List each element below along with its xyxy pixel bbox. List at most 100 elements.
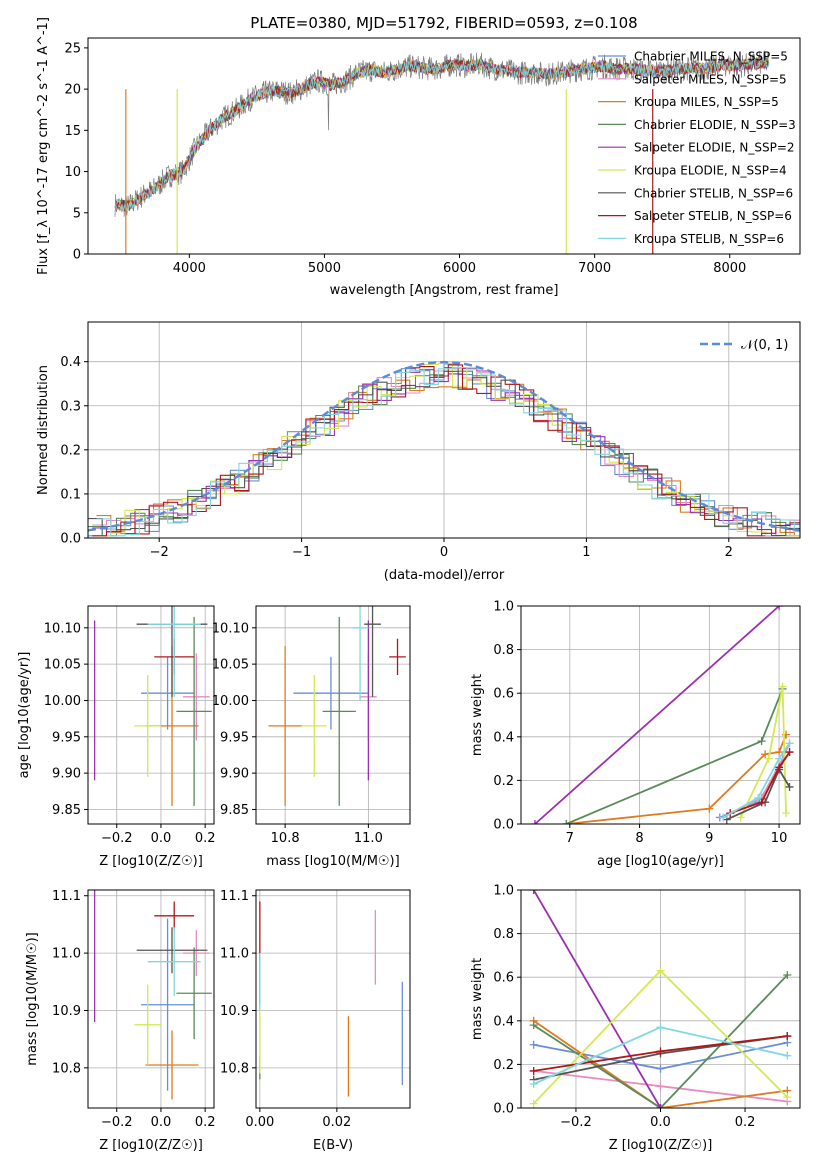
x-tick-label: −1 (292, 545, 311, 560)
spectrum-y-label: Flux [f_λ 10^-17 erg cm^-2 s^-1 A^-1] (36, 17, 51, 275)
weight-vs-age-panel-y-label: mass weight (470, 674, 485, 756)
residual-histogram (92, 368, 800, 537)
y-tick-label: 10.9 (52, 1004, 81, 1019)
y-tick-label: 9.95 (220, 730, 249, 745)
y-tick-label: 0.8 (493, 927, 514, 942)
axes-frame (87, 321, 801, 539)
y-tick-label: 9.85 (220, 803, 249, 818)
age-vs-metallicity-panel: −0.2 0.0 0.2 9.85 9.90 9.95 10.00 10.05 10.10 Z [… (17, 605, 216, 869)
y-tick-label: 0.0 (493, 1102, 514, 1117)
legend-label: Salpeter ELODIE, N_SSP=2 (634, 141, 795, 155)
age-vs-mass-panel-x-label: mass [log10(M/M☉)] (266, 854, 399, 869)
weight-point-marker (656, 1047, 665, 1056)
mass-vs-metallicity-panel-plot-area (93, 890, 212, 1100)
weight-point-marker (785, 748, 794, 757)
residual-panel: −2 −1 0 1 2 0.0 0.1 0.2 0.3 0.4 𝒩(0, 1) (data-model… (36, 321, 801, 583)
y-tick-label: 0.8 (493, 643, 514, 658)
mass-vs-ebv-panel-plot-area (259, 901, 403, 1097)
y-tick-label: 9.85 (52, 803, 81, 818)
y-tick-label: 0.4 (493, 1014, 514, 1029)
age-vs-metallicity-panel-y-label: age [log10(age/yr)] (17, 652, 32, 779)
legend-label: Kroupa MILES, N_SSP=5 (634, 95, 779, 109)
age-vs-mass-panel-plot-area (268, 606, 406, 806)
axes-frame (87, 37, 801, 255)
y-tick-label: 11.0 (52, 947, 81, 962)
residual-histogram (92, 364, 800, 537)
weight-point-marker (775, 606, 784, 610)
x-tick-label: 8 (635, 831, 643, 846)
residual-histogram (96, 367, 800, 537)
y-tick-label: 9.90 (52, 767, 81, 782)
weight-point-marker (757, 737, 766, 746)
weight-point-marker (529, 1021, 538, 1030)
y-tick-label: 10.05 (44, 658, 81, 673)
weight-vs-age-panel: 7 8 9 10 0.0 0.2 0.4 0.6 0.8 1.0 age [log10(age/yr… (470, 600, 801, 869)
mass-vs-ebv-panel-x-label: E(B-V) (313, 1138, 353, 1153)
legend-label: Kroupa STELIB, N_SSP=6 (634, 232, 784, 246)
y-tick-label: 0.4 (60, 355, 81, 370)
y-tick-label: 10.9 (220, 1004, 249, 1019)
y-tick-label: 11.1 (220, 889, 249, 904)
y-tick-label: 9.90 (220, 767, 249, 782)
axes-frame (520, 605, 801, 825)
mass-vs-ebv-panel: 0.00 0.02 10.8 10.9 11.0 11.1 E(B-V) (220, 889, 411, 1153)
age-vs-metallicity-panel-x-label: Z [log10(Z/Z☉)] (99, 854, 203, 869)
spectrum-x-label: wavelength [Angstrom, rest frame] (330, 283, 559, 298)
x-tick-label: 9 (705, 831, 713, 846)
weight-point-marker (778, 682, 787, 691)
legend-label: Kroupa ELODIE, N_SSP=4 (634, 164, 787, 178)
weight-point-marker (783, 1032, 792, 1041)
x-tick-label: −0.2 (101, 1115, 133, 1130)
spectrum-panel: 4000 5000 6000 7000 8000 0 5 10 15 20 25 PLATE=0380… (36, 14, 801, 298)
y-tick-label: 1.0 (493, 884, 514, 899)
normal-curve (88, 360, 800, 532)
y-tick-label: 0.2 (60, 443, 81, 458)
weight-point-marker (705, 804, 714, 813)
x-tick-label: −0.2 (560, 1115, 592, 1130)
x-tick-label: 1 (582, 545, 590, 560)
weight-point-marker (719, 813, 728, 822)
weight-point-marker (736, 813, 745, 822)
mass-vs-metallicity-panel-y-label: mass [log10(M/M☉)] (25, 932, 40, 1065)
weight-point-marker (775, 763, 784, 772)
residual-x-label: (data-model)/error (384, 568, 505, 583)
weight-point-marker (529, 1040, 538, 1049)
weight-point-marker (775, 754, 784, 763)
weight-point-marker (783, 1051, 792, 1060)
x-tick-label: 7 (566, 831, 574, 846)
y-tick-label: 0 (73, 248, 81, 263)
x-tick-label: 0.2 (195, 831, 216, 846)
y-tick-label: 10.8 (52, 1061, 81, 1076)
y-tick-label: 0.3 (60, 399, 81, 414)
weight-point-marker (529, 1066, 538, 1075)
y-tick-label: 9.95 (52, 730, 81, 745)
weight-point-marker (783, 971, 792, 980)
weight-point-marker (754, 793, 763, 802)
y-tick-label: 10.10 (44, 621, 81, 636)
x-tick-label: 2 (725, 545, 733, 560)
weight-vs-metallicity-panel-x-label: Z [log10(Z/Z☉)] (609, 1138, 713, 1153)
mass-vs-metallicity-panel: −0.2 0.0 0.2 10.8 10.9 11.0 11.1 Z [log10(Z/Z☉)… (25, 889, 216, 1153)
y-tick-label: 0.6 (493, 687, 514, 702)
weight-point-marker (761, 750, 770, 759)
x-tick-label: 4000 (173, 261, 206, 276)
x-tick-label: 0.00 (245, 1115, 274, 1130)
axes-frame (255, 889, 411, 1109)
y-tick-label: 10 (64, 165, 81, 180)
axes-frame (255, 605, 411, 825)
weight-point-marker (757, 798, 766, 807)
x-tick-label: 10.8 (271, 831, 300, 846)
x-tick-label: 10 (771, 831, 788, 846)
y-tick-label: 5 (73, 206, 81, 221)
residual-histogram (92, 368, 800, 537)
y-tick-label: 10.10 (212, 621, 249, 636)
x-tick-label: 6000 (443, 261, 476, 276)
x-tick-label: 8000 (713, 261, 746, 276)
residual-histogram (88, 370, 800, 537)
legend-label: Salpeter STELIB, N_SSP=6 (634, 209, 792, 223)
x-tick-label: −2 (150, 545, 169, 560)
weight-point-marker (530, 820, 539, 824)
residual-plot-area (88, 360, 800, 537)
x-tick-label: 0.0 (151, 1115, 172, 1130)
